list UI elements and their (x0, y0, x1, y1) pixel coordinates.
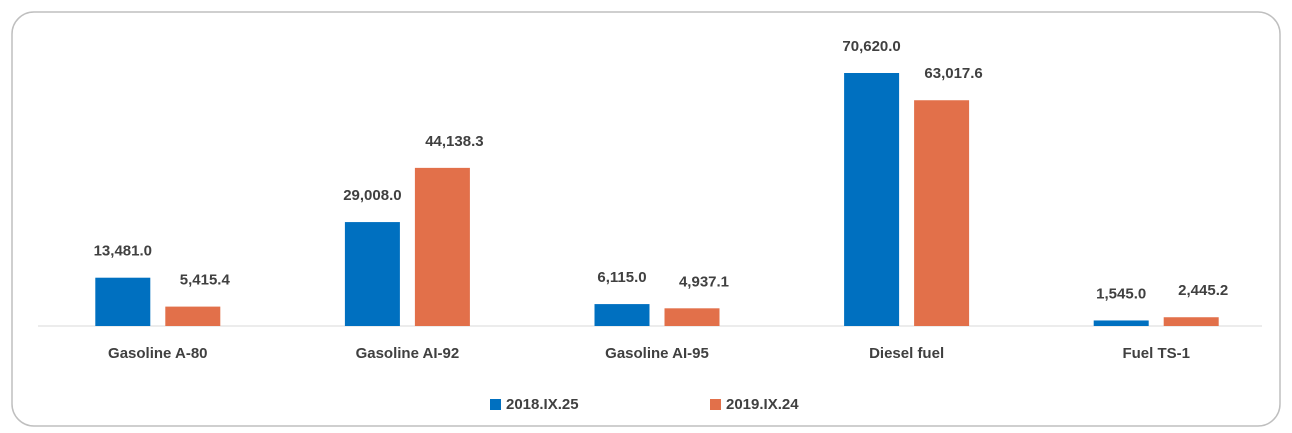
data-label: 70,620.0 (842, 38, 900, 55)
data-label: 1,545.0 (1096, 285, 1146, 302)
legend-swatch (490, 399, 501, 410)
bar (844, 73, 900, 326)
x-tick-label: Gasoline AI-95 (605, 345, 709, 362)
data-label: 6,115.0 (597, 269, 646, 286)
bar (414, 167, 470, 326)
frame (11, 11, 1281, 427)
bar (594, 304, 650, 326)
data-label: 44,138.3 (425, 133, 483, 150)
data-label: 5,415.4 (180, 272, 231, 289)
x-tick-label: Diesel fuel (869, 345, 944, 362)
x-tick-label: Gasoline AI-92 (356, 345, 460, 362)
data-label: 63,017.6 (924, 65, 982, 82)
bar (344, 222, 400, 326)
bar (914, 100, 970, 326)
bar (664, 308, 720, 326)
x-tick-label: Fuel TS-1 (1122, 345, 1190, 362)
data-label: 13,481.0 (94, 243, 152, 260)
bar (1093, 320, 1149, 326)
legend-label: 2018.IX.25 (506, 396, 579, 413)
data-label: 2,445.2 (1178, 282, 1228, 299)
data-label: 4,937.1 (679, 273, 729, 290)
bar (1163, 317, 1219, 326)
x-tick-label: Gasoline A-80 (108, 345, 207, 362)
legend-swatch (710, 399, 721, 410)
data-label: 29,008.0 (343, 187, 401, 204)
bar (165, 306, 221, 326)
bar (95, 277, 151, 326)
legend-label: 2019.IX.24 (726, 396, 799, 413)
